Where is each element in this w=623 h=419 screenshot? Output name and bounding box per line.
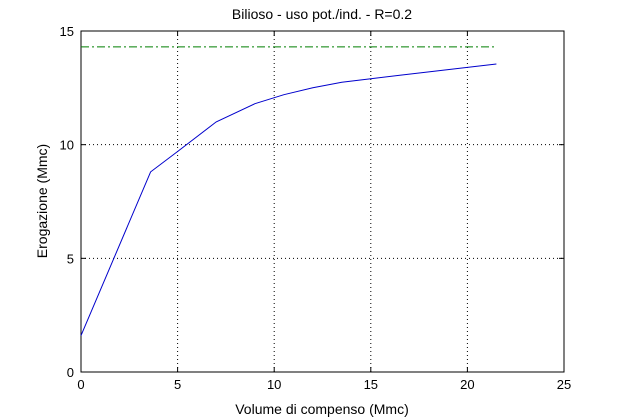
y-axis-title: Erogazione (Mmc) [34,144,50,258]
y-tick-label: 0 [67,365,74,380]
x-tick-label: 20 [460,377,474,392]
x-tick-label: 5 [174,377,181,392]
series-lines [80,46,497,336]
axis-ticks [80,30,565,373]
grid-lines [81,31,564,372]
x-tick-label: 0 [77,377,84,392]
x-tick-label: 25 [557,377,571,392]
plot-area [80,30,565,373]
x-axis-title: Volume di compenso (Mmc) [235,401,409,417]
chart-title: Bilioso - uso pot./ind. - R=0.2 [232,6,412,22]
x-tick-label: 10 [267,377,281,392]
tick-labels: 0 5 10 15 20 25 0 5 10 15 [60,24,572,392]
y-tick-label: 10 [60,138,74,153]
x-tick-label: 15 [364,377,378,392]
series-line-1 [80,63,497,336]
y-tick-label: 5 [67,251,74,266]
y-tick-label: 15 [60,24,74,39]
